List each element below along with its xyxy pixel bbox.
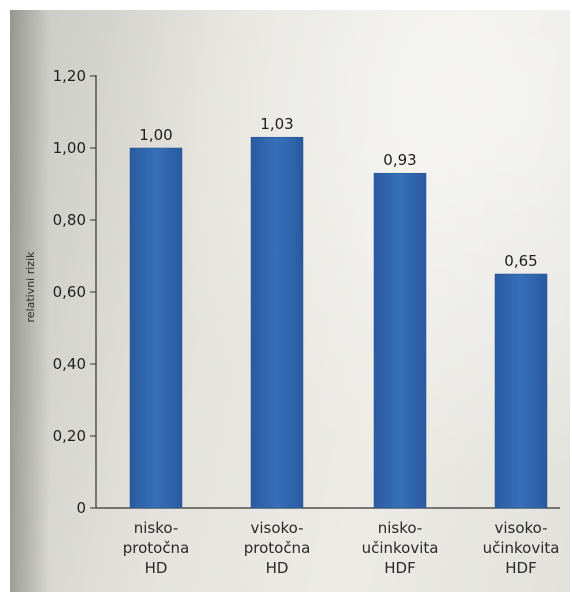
- y-tick-label: 0,60: [53, 283, 86, 301]
- y-tick-label: 0,20: [53, 427, 86, 445]
- x-category-label: visoko-protočna HD: [244, 519, 311, 577]
- x-labels: nisko-protočna HD visoko-protočna HD nisko-u…: [123, 519, 560, 577]
- bar: [129, 147, 183, 509]
- x-category-label: visoko-učinkovita HDF: [483, 519, 560, 577]
- page-shadow: [10, 10, 50, 592]
- y-tick-label: 1,00: [53, 139, 86, 157]
- bar-value-label: 0,93: [383, 151, 416, 169]
- bar: [250, 136, 304, 509]
- y-tick-label: 0,40: [53, 355, 86, 373]
- bar-value-label: 1,03: [260, 115, 293, 133]
- bar: [373, 172, 427, 509]
- y-tick-label: 0: [76, 499, 86, 517]
- bar-value-label: 0,65: [504, 252, 537, 270]
- x-category-label: nisko-protočna HD: [123, 519, 190, 577]
- y-axis-label: relativni rizik: [24, 251, 37, 323]
- value-labels: 1,00 1,03 0,93 0,65: [139, 115, 537, 270]
- x-category-label: nisko-učinkovita HDF: [362, 519, 439, 577]
- bar: [494, 273, 548, 509]
- y-tick-label: 1,20: [53, 67, 86, 85]
- y-tick-label: 0,80: [53, 211, 86, 229]
- bars: [129, 136, 548, 509]
- y-ticks: 0 0,20 0,40 0,60 0,80 1,00 1,20: [53, 67, 96, 517]
- bar-value-label: 1,00: [139, 126, 172, 144]
